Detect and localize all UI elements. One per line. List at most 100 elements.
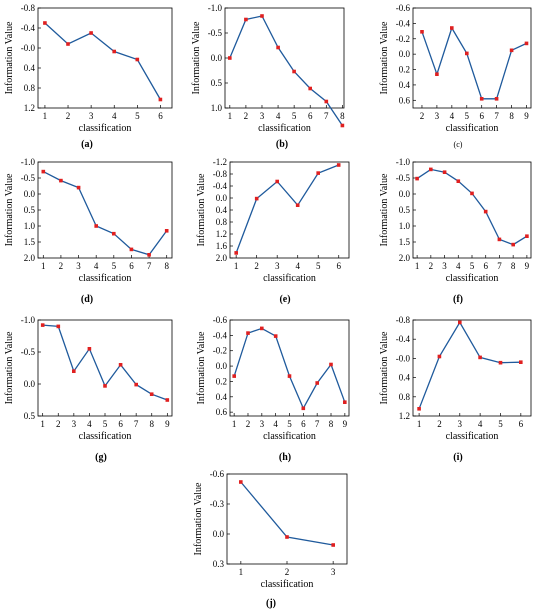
x-tick-label: 4: [450, 111, 455, 121]
x-tick-label: 7: [494, 111, 499, 121]
data-point: [76, 185, 81, 190]
data-point: [147, 253, 151, 257]
series-line: [418, 321, 521, 410]
x-tick-label: 1: [228, 111, 233, 121]
series-line: [233, 327, 346, 410]
panel-label-c: (c): [454, 140, 463, 149]
plot-frame: [37, 161, 173, 259]
y-tick-label: -0.5: [21, 173, 36, 183]
y-tick-label: 0.6: [216, 407, 228, 417]
data-point: [295, 203, 300, 207]
data-point: [228, 56, 232, 60]
y-tick-label: -0.4: [213, 330, 228, 340]
x-tick-label: 2: [244, 111, 249, 121]
x-axis-label: classification: [261, 579, 314, 590]
y-axis-label: Information Value: [379, 331, 390, 404]
x-tick-label: 3: [89, 111, 94, 121]
x-tick-label: 7: [134, 419, 139, 429]
y-tick-label: 0.4: [399, 80, 411, 90]
x-tick-label: 7: [497, 261, 502, 271]
x-tick-label: 6: [308, 111, 313, 121]
data-point: [525, 234, 529, 238]
data-point: [519, 360, 523, 364]
y-tick-label: 0.8: [24, 83, 36, 93]
x-tick-label: 6: [158, 111, 163, 121]
plot-frame: [412, 7, 532, 109]
data-point: [340, 123, 345, 128]
data-point: [275, 179, 279, 184]
data-point: [331, 543, 335, 547]
x-tick-label: 6: [479, 111, 484, 121]
x-axis-label: classification: [446, 431, 499, 442]
y-tick-label: 0.0: [213, 529, 225, 539]
data-point: [343, 400, 347, 404]
plot-frame: [37, 7, 173, 109]
y-tick-label: 0.8: [216, 217, 228, 227]
panel-label-i: (i): [453, 452, 462, 463]
data-point: [287, 374, 292, 378]
x-tick-label: 7: [147, 261, 152, 271]
data-point: [234, 251, 238, 255]
data-point: [292, 69, 296, 74]
x-tick-label: 5: [103, 419, 108, 429]
y-axis-label: Information Value: [193, 482, 204, 555]
y-tick-label: -0.3: [210, 499, 225, 509]
panel-label-f: (f): [453, 294, 463, 305]
y-tick-label: 1.2: [399, 411, 410, 421]
y-tick-label: 1.0: [24, 221, 36, 231]
y-tick-label: 0.5: [24, 205, 36, 215]
data-point: [158, 97, 163, 102]
y-tick-label: 2.0: [216, 253, 228, 263]
data-point: [417, 407, 421, 411]
panel-label-a: (a): [81, 139, 93, 150]
y-tick-label: -0.2: [213, 346, 227, 356]
series-line: [229, 15, 343, 126]
x-axis-label: classification: [258, 123, 311, 134]
x-tick-label: 1: [415, 261, 420, 271]
y-tick-label: -0.6: [210, 469, 225, 479]
x-tick-label: 5: [292, 111, 297, 121]
data-point: [470, 191, 474, 196]
x-tick-label: 3: [260, 419, 265, 429]
data-point: [72, 369, 76, 373]
x-tick-label: 2: [66, 111, 71, 121]
data-point: [315, 381, 319, 385]
x-tick-label: 5: [316, 261, 321, 271]
data-point: [164, 229, 169, 233]
data-point: [41, 169, 46, 174]
data-point: [43, 21, 47, 25]
data-point: [40, 323, 45, 327]
y-tick-label: -0.4: [396, 334, 411, 344]
y-tick-label: 1.5: [399, 237, 411, 247]
y-tick-label: -0.2: [396, 34, 410, 44]
y-tick-label: 1.2: [216, 229, 227, 239]
y-tick-label: -0.8: [21, 3, 36, 13]
series-line: [43, 171, 168, 256]
y-tick-label: 0.0: [24, 189, 36, 199]
x-tick-label: 2: [285, 567, 290, 577]
y-tick-label: -1.0: [396, 157, 411, 167]
x-tick-label: 6: [483, 261, 488, 271]
y-tick-label: 0.2: [399, 65, 410, 75]
data-point: [244, 17, 248, 22]
y-tick-label: -0.6: [213, 315, 228, 325]
data-point: [329, 362, 333, 367]
data-point: [66, 42, 70, 46]
data-point: [276, 45, 280, 50]
chart-panel-c: (c) -0.6 -0.4 -0.2 0.0 0.2 0.4 0.6 2 3 4 5 6 7 8 9 class…: [379, 3, 532, 149]
y-tick-label: -0.6: [396, 3, 411, 13]
y-tick-label: -1.0: [208, 3, 223, 13]
x-tick-label: 1: [239, 567, 244, 577]
data-point: [260, 326, 264, 331]
x-tick-label: 8: [329, 419, 334, 429]
x-tick-label: 3: [72, 419, 77, 429]
x-tick-label: 2: [246, 419, 251, 429]
data-point: [112, 231, 116, 236]
x-tick-label: 3: [458, 419, 463, 429]
chart-panel-e: (e) -1.2 -0.8 -0.4 0.0 0.4 0.8 1.2 1.6 2.0 1 2 3 4 5 6 c…: [196, 157, 350, 305]
data-point: [429, 167, 433, 172]
series-line: [44, 22, 161, 100]
data-point: [129, 247, 134, 252]
chart-panel-g: (g)-1.0-0.50.00.51 2 3 4 5 6 7 8 9classification…: [4, 315, 173, 463]
